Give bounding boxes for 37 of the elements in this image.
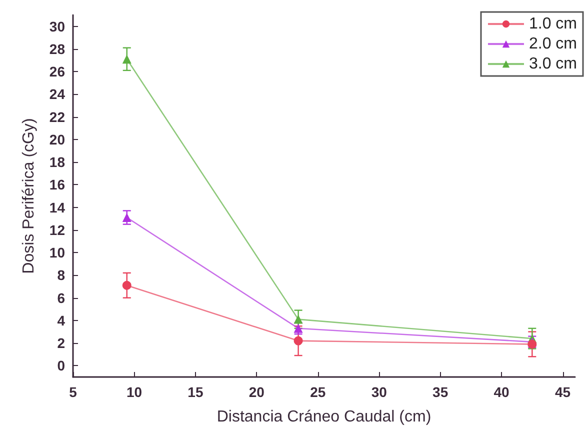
legend-label: 2.0 cm bbox=[528, 36, 577, 52]
y-axis-title: Dosis Periférica (cGy) bbox=[20, 118, 38, 274]
y-tick-label: 8 bbox=[57, 267, 66, 284]
x-tick-label: 30 bbox=[371, 384, 388, 400]
y-tick-label: 6 bbox=[57, 290, 66, 306]
x-tick-label: 15 bbox=[188, 384, 204, 400]
y-tick-label: 22 bbox=[49, 108, 66, 125]
y-tick-label: 14 bbox=[49, 199, 66, 216]
y-tick-label: 12 bbox=[49, 222, 66, 238]
y-tick-label: 30 bbox=[49, 18, 66, 34]
y-tick-label: 0 bbox=[57, 358, 66, 374]
point bbox=[528, 340, 537, 349]
x-tick-label: 20 bbox=[248, 384, 265, 400]
point bbox=[294, 336, 303, 346]
y-tick-label: 26 bbox=[49, 64, 66, 80]
x-tick-label: 5 bbox=[69, 384, 78, 400]
x-tick-label: 35 bbox=[432, 384, 448, 400]
y-tick-label: 10 bbox=[49, 244, 66, 261]
x-tick-label: 10 bbox=[126, 384, 142, 400]
legend-label: 3.0 cm bbox=[528, 56, 577, 72]
point bbox=[122, 212, 132, 222]
point bbox=[122, 280, 132, 290]
y-tick-label: 16 bbox=[49, 176, 66, 193]
x-tick-label: 40 bbox=[494, 384, 510, 400]
y-tick-label: 18 bbox=[49, 154, 66, 170]
y-tick-label: 4 bbox=[57, 312, 66, 328]
legend-label: 1.0 cm bbox=[528, 16, 577, 32]
point bbox=[294, 324, 303, 333]
y-tick-label: 2 bbox=[57, 335, 66, 352]
x-tick-label: 45 bbox=[554, 384, 571, 400]
x-tick-label: 25 bbox=[310, 384, 326, 400]
x-axis-title: Distancia Cráneo Caudal (cm) bbox=[216, 408, 432, 426]
y-tick-label: 28 bbox=[49, 40, 66, 57]
point bbox=[122, 54, 132, 64]
point bbox=[294, 314, 303, 324]
y-tick-label: 24 bbox=[49, 86, 66, 102]
y-tick-label: 20 bbox=[49, 131, 66, 148]
